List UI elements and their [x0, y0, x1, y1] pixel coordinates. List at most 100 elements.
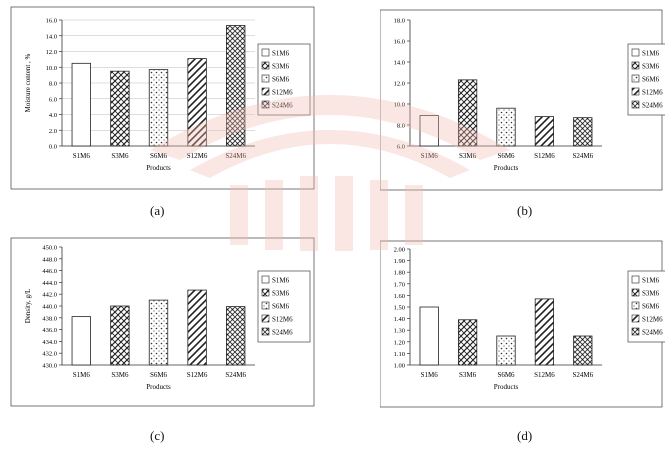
chart-tensile-strength: 1.00 1.10 1.20 1.30 1.40 1.50 1.60 1.70 1.80 1.90…: [380, 240, 665, 408]
x-tick-label: S24M6: [572, 371, 593, 379]
x-tick-label: S12M6: [187, 152, 208, 160]
legend-entry: S3M6: [272, 290, 290, 298]
bar-s24m6: [573, 335, 593, 366]
bar-s12m6: [187, 289, 207, 366]
legend-swatch: [631, 74, 640, 83]
legend-entry: S1M6: [642, 277, 660, 285]
legend-entry: S12M6: [272, 316, 293, 324]
x-tick-label: S1M6: [421, 152, 439, 160]
chart-panel-d: 1.00 1.10 1.20 1.30 1.40 1.50 1.60 1.70 1.80 1.90…: [380, 237, 665, 409]
legend-entry: S1M6: [272, 50, 290, 58]
x-tick-label: S3M6: [459, 371, 477, 379]
y-tick-label: 6.0: [397, 144, 405, 151]
bar-s12m6: [534, 116, 555, 147]
legend-swatch: [261, 275, 270, 284]
x-axis-label: Products: [494, 164, 519, 172]
y-tick-label: 444.0: [42, 280, 57, 287]
legend-swatch: [631, 275, 640, 284]
legend-entry: S24M6: [642, 102, 663, 110]
chart-panel-c: 430.0 432.0 434.0 436.0 438.0 440.0 442.0 444.0…: [10, 237, 330, 409]
y-tick-label: 16.0: [46, 18, 57, 25]
y-tick-label: 0.0: [49, 144, 57, 151]
bar-s3m6: [110, 305, 130, 366]
y-tick-label: 1.60: [394, 293, 405, 300]
caption-d: (d): [517, 428, 533, 443]
y-tick-label: 8.0: [49, 81, 57, 88]
y-tick-label: 8.0: [397, 123, 405, 130]
legend-swatch: [261, 288, 270, 297]
legend-entry: S6M6: [642, 76, 660, 84]
y-tick-label: 1.30: [394, 328, 405, 335]
x-tick-label: S1M6: [73, 152, 91, 160]
x-tick-label: S6M6: [497, 371, 515, 379]
x-tick-label: S6M6: [150, 152, 168, 160]
x-tick-label: S24M6: [572, 152, 593, 160]
bar-s24m6: [226, 306, 246, 366]
bar-s24m6: [573, 117, 593, 147]
y-tick-label: 432.0: [42, 351, 57, 358]
legend-entry: S24M6: [642, 329, 663, 337]
legend-entry: S1M6: [272, 277, 290, 285]
y-tick-label: 430.0: [42, 363, 57, 370]
x-axis-label: Products: [146, 164, 171, 172]
legend-entry: S1M6: [642, 50, 660, 58]
legend-entry: S6M6: [272, 76, 290, 84]
legend-entry: S24M6: [272, 102, 293, 110]
y-tick-label: 450.0: [42, 245, 57, 252]
bar-s6m6: [148, 299, 169, 366]
x-tick-label: S3M6: [111, 152, 129, 160]
y-tick-label: 1.00: [394, 363, 405, 370]
legend-swatch: [631, 301, 640, 310]
bar-s24m6: [226, 25, 246, 147]
legend-entry: S24M6: [272, 329, 293, 337]
bar-s12m6: [534, 298, 555, 366]
x-tick-label: S24M6: [225, 152, 246, 160]
y-tick-label: 442.0: [42, 292, 57, 299]
y-tick-label: 440.0: [42, 304, 57, 311]
x-tick-label: S24M6: [225, 371, 246, 379]
legend-swatch: [261, 74, 270, 83]
y-tick-label: 2.00: [394, 247, 405, 254]
bar-s1m6: [419, 306, 439, 366]
y-tick-label: 1.10: [394, 351, 405, 358]
y-tick-label: 12.0: [394, 81, 405, 88]
bar-s12m6: [187, 58, 207, 147]
bar-s6m6: [496, 335, 516, 366]
chart-density: 430.0 432.0 434.0 436.0 438.0 440.0 442.0 444.0…: [10, 237, 315, 407]
y-tick-label: 1.80: [394, 270, 405, 277]
caption-a: (a): [150, 203, 165, 218]
y-axis-label: Moisture content , %: [24, 53, 32, 112]
bar-s3m6: [110, 70, 130, 147]
legend-swatch: [261, 61, 270, 70]
x-tick-label: S6M6: [497, 152, 515, 160]
y-tick-label: 436.0: [42, 327, 57, 334]
chart-frame: [380, 9, 663, 191]
legend-entry: S6M6: [642, 303, 660, 311]
legend-swatch: [261, 87, 270, 96]
y-tick-label: 438.0: [42, 315, 57, 322]
legend-swatch: [261, 301, 270, 310]
y-tick-label: 14.0: [46, 33, 57, 40]
x-tick-label: S12M6: [534, 152, 555, 160]
y-tick-label: 10.0: [46, 65, 57, 72]
y-tick-label: 448.0: [42, 256, 57, 263]
x-axis-label: Products: [146, 383, 171, 391]
x-tick-label: S3M6: [459, 152, 477, 160]
y-tick-label: 2.0: [49, 128, 57, 135]
legend-swatch: [261, 314, 270, 323]
legend-entry: S3M6: [642, 290, 660, 298]
y-tick-label: 434.0: [42, 339, 57, 346]
x-tick-label: S1M6: [73, 371, 91, 379]
legend-swatch: [261, 48, 270, 57]
legend-swatch: [631, 100, 640, 109]
y-tick-label: 4.0: [49, 112, 57, 119]
legend-entry: S6M6: [272, 303, 290, 311]
legend-entry: S3M6: [272, 63, 290, 71]
y-tick-label: 14.0: [394, 60, 405, 67]
chart-panel-a: 0.0 2.0 4.0 6.0 8.0 10.0 12.0 14.0 16.0 S1M6 S3M6 S…: [10, 6, 330, 191]
legend-swatch: [631, 288, 640, 297]
chart-fines-content: 6.0 8.0 10.0 12.0 14.0 16.0 18.0 S1M6 S3M6 S6M6 S1…: [380, 9, 665, 191]
bar-s3m6: [457, 319, 478, 366]
legend-entry: S12M6: [272, 89, 293, 97]
y-tick-label: 12.0: [46, 49, 57, 56]
